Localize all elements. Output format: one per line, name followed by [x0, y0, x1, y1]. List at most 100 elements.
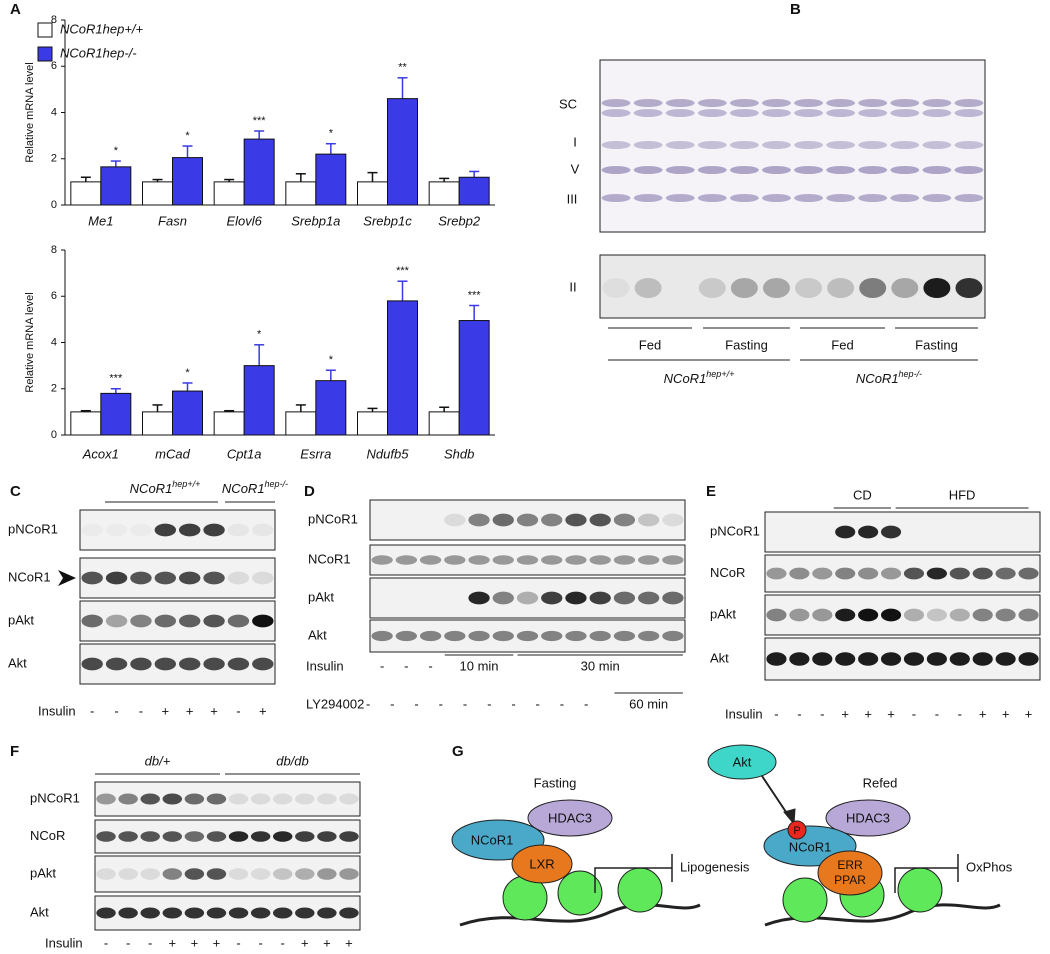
gel-band	[665, 166, 695, 174]
blot-band	[880, 608, 902, 622]
group-label: db/db	[276, 753, 309, 768]
panel-label: D	[304, 483, 315, 500]
blot-strip	[94, 855, 361, 893]
blot-band	[541, 591, 563, 605]
blot-band	[105, 571, 128, 585]
blot-band	[662, 513, 684, 527]
lane-sign: +	[323, 935, 331, 950]
x-tick-label: Acox1	[82, 446, 119, 461]
blot-band	[252, 571, 274, 585]
treatment-label: Insulin	[306, 658, 344, 673]
gel-band	[762, 166, 791, 174]
superscript: hep+/+	[706, 369, 734, 379]
blot-band	[154, 657, 177, 671]
gel-band	[954, 109, 984, 117]
blot-band	[339, 868, 359, 880]
lane-sign: -	[414, 696, 418, 711]
blot-band	[106, 524, 127, 537]
blot-band	[766, 652, 787, 666]
gel-band	[601, 109, 631, 117]
blot-band	[444, 555, 466, 565]
superscript: hep-/-	[899, 369, 923, 379]
blot-band	[492, 591, 514, 605]
bar	[315, 153, 347, 206]
significance: *	[329, 128, 334, 140]
gel-band	[729, 109, 759, 117]
panel-label: A	[10, 1, 21, 18]
lane-sign: -	[428, 658, 432, 673]
blot-band	[903, 608, 925, 622]
gel-band	[890, 166, 920, 174]
ncor1-label: NCoR1	[789, 839, 832, 854]
blot-band	[96, 831, 116, 842]
bar	[243, 365, 275, 436]
blot-band	[637, 513, 660, 527]
lane-sign: -	[126, 935, 130, 950]
gel-band	[729, 141, 759, 149]
blot-band	[812, 608, 833, 622]
significance: *	[185, 130, 190, 142]
x-tick-label: Shdb	[444, 446, 474, 461]
blot-band	[317, 831, 337, 842]
x-tick-label: mCad	[155, 446, 190, 461]
ncor1-label: NCoR1	[471, 832, 514, 847]
gel-lower	[599, 254, 986, 319]
blot-band	[118, 868, 138, 880]
row-label: pAkt	[8, 612, 34, 627]
gel-band	[858, 141, 888, 149]
gel-band	[633, 166, 663, 174]
gel-band	[922, 166, 952, 174]
gel-band	[697, 109, 727, 117]
y-axis-label: Relative mRNA level	[24, 292, 36, 392]
treatment-label: LY294002	[306, 696, 364, 711]
row-label: pAkt	[308, 589, 334, 604]
gel-band	[697, 166, 727, 174]
gel-band	[827, 278, 855, 298]
lane-sign: -	[487, 696, 491, 711]
gel-band	[890, 194, 920, 202]
gel-band	[858, 109, 888, 117]
blot-band	[203, 571, 225, 585]
blot-band	[140, 831, 160, 842]
gene: NCoR1	[664, 371, 707, 386]
x-tick-label: Srebp1a	[291, 213, 340, 228]
blot-band	[206, 831, 227, 842]
blot-band	[272, 868, 293, 880]
blot-band	[662, 591, 684, 605]
blot-band	[1018, 652, 1039, 666]
lane-sign: -	[774, 706, 778, 721]
blot-band	[162, 831, 183, 842]
blot-band	[184, 831, 205, 842]
blot-band	[203, 523, 225, 537]
blot-band	[565, 630, 587, 642]
lane-sign: -	[148, 935, 152, 950]
blot-band	[81, 614, 103, 628]
blot-band	[178, 657, 201, 671]
lane-sign: -	[560, 696, 564, 711]
lane-sign: -	[439, 696, 443, 711]
blot-band	[81, 571, 103, 585]
panel-label: G	[452, 743, 464, 760]
significance: ***	[109, 373, 123, 385]
hdac3	[825, 799, 911, 837]
blot-band	[516, 630, 539, 642]
row-label: pAkt	[710, 606, 736, 621]
nucleosome	[897, 867, 943, 913]
blot-band	[228, 868, 249, 880]
row-label: pNCoR1	[710, 523, 760, 538]
bar	[243, 138, 275, 206]
gel-band	[954, 141, 984, 149]
superscript: hep+/+	[172, 479, 200, 489]
lane-sign: +	[168, 935, 176, 950]
blot-band	[589, 630, 611, 642]
y-axis-label: Relative mRNA level	[24, 62, 36, 162]
blot-band	[96, 868, 116, 880]
blot-band	[565, 555, 587, 565]
bar	[458, 320, 490, 436]
gel-band	[826, 166, 856, 174]
blot-band	[637, 630, 660, 642]
blot-band	[926, 567, 947, 580]
gel-band	[697, 194, 727, 202]
factor-label: PPAR	[834, 873, 866, 887]
row-label: NCoR	[710, 565, 745, 580]
